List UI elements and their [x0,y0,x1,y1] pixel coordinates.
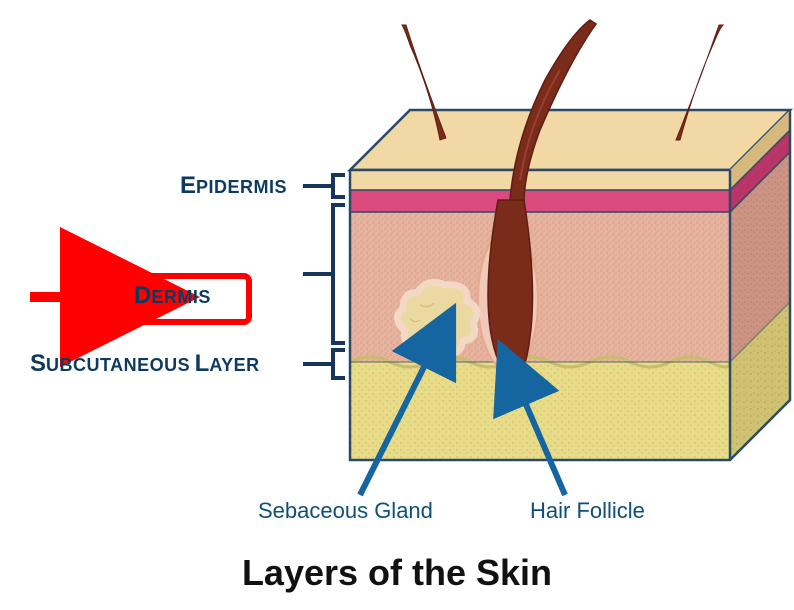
bracket-subcutaneous [333,350,345,378]
label-epidermis: EPIDERMIS [180,172,287,200]
highlight-box-dermis [116,273,252,325]
bracket-dermis [333,205,345,343]
skin-block [350,20,790,460]
label-subcutaneous: SUBCUTANEOUS LAYER [30,350,260,378]
brackets [303,175,345,378]
diagram-title: Layers of the Skin [0,552,794,594]
subcutaneous-front [350,362,730,460]
label-follicle: Hair Follicle [530,498,645,524]
pink-band-front [350,190,730,212]
hair-bulb [488,200,533,370]
epidermis-front [350,170,730,190]
bracket-epidermis [333,175,345,197]
epidermis-top-surface [350,110,790,170]
label-sebaceous: Sebaceous Gland [258,498,433,524]
